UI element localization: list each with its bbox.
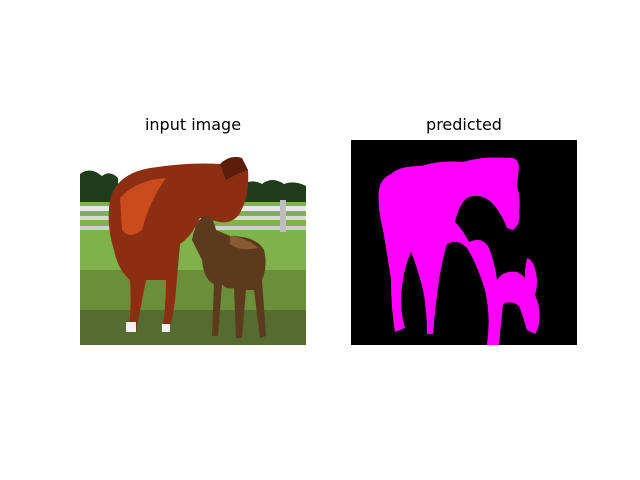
predicted-title: predicted — [426, 115, 502, 134]
input-image-panel — [80, 140, 306, 345]
input-image-title: input image — [144, 115, 242, 134]
input-image-photo — [80, 140, 306, 345]
adult-horse — [108, 156, 249, 332]
trees-left — [80, 170, 118, 206]
predicted-mask-panel — [351, 140, 577, 345]
trees-right — [240, 180, 306, 206]
predicted-mask — [351, 140, 577, 345]
mask-fragment — [525, 258, 537, 300]
mask-horse-region — [378, 157, 540, 345]
foal — [192, 216, 266, 338]
grass-shadow — [80, 310, 306, 345]
